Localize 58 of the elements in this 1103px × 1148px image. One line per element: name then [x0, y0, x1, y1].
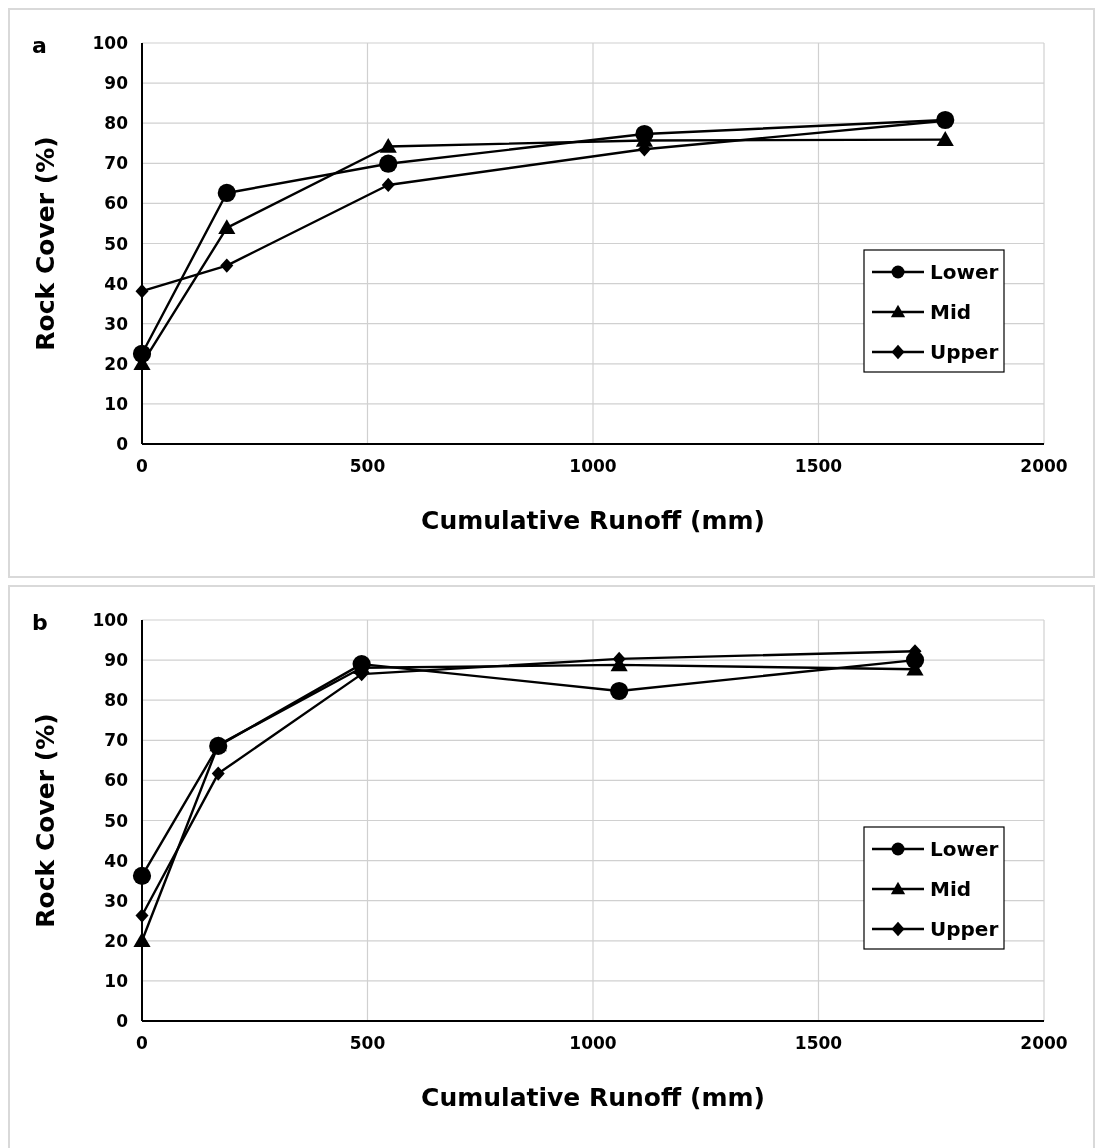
- y-tick-label: 30: [104, 313, 129, 334]
- x-tick-label: 1000: [569, 456, 617, 476]
- point: [220, 258, 234, 273]
- y-tick-label: 100: [92, 33, 129, 53]
- point: [135, 908, 149, 923]
- y-tick-label: 80: [104, 690, 129, 711]
- x-tick-label: 0: [136, 456, 149, 476]
- y-tick-label: 90: [104, 73, 129, 94]
- y-tick-label: 70: [104, 730, 129, 751]
- y-tick-label: 20: [104, 353, 129, 374]
- x-tick-label: 500: [349, 1033, 386, 1053]
- point: [936, 131, 954, 146]
- y-tick-label: 70: [104, 153, 129, 174]
- x-tick-label: 1500: [794, 1033, 843, 1053]
- point: [381, 177, 395, 193]
- point: [211, 766, 225, 781]
- x-tick-label: 2000: [1020, 456, 1068, 476]
- y-tick-label: 10: [104, 393, 129, 414]
- x-axis-title: Cumulative Runoff (mm): [421, 1083, 765, 1112]
- y-tick-label: 10: [104, 970, 129, 991]
- point: [135, 284, 149, 299]
- y-tick-label: 0: [116, 434, 129, 454]
- point: [610, 681, 629, 701]
- y-tick-label: 80: [104, 113, 129, 134]
- y-tick-label: 40: [104, 850, 129, 871]
- point: [379, 137, 397, 153]
- point: [209, 736, 227, 752]
- y-tick-label: 50: [104, 810, 129, 831]
- legend-label: Lower: [930, 260, 999, 284]
- chart-title: b: [32, 610, 48, 635]
- point: [133, 932, 151, 948]
- x-tick-label: 500: [349, 456, 386, 476]
- chart-title: a: [32, 33, 47, 58]
- y-tick-label: 40: [104, 273, 129, 294]
- legend-label: Mid: [930, 300, 972, 324]
- y-axis-title: Rock Cover (%): [31, 136, 60, 351]
- legend-label: Mid: [930, 877, 972, 901]
- y-tick-label: 20: [104, 930, 129, 951]
- x-axis-title: Cumulative Runoff (mm): [421, 506, 765, 535]
- y-tick-label: 90: [104, 650, 129, 671]
- y-tick-label: 60: [104, 770, 129, 791]
- y-tick-label: 30: [104, 890, 129, 911]
- x-tick-label: 2000: [1020, 1033, 1068, 1053]
- point: [379, 154, 398, 173]
- legend-label: Upper: [930, 917, 999, 941]
- point: [217, 183, 236, 203]
- y-tick-label: 0: [116, 1011, 129, 1031]
- point: [218, 219, 236, 235]
- y-tick-label: 60: [104, 193, 129, 214]
- y-axis-title: Rock Cover (%): [31, 713, 60, 928]
- y-tick-label: 50: [104, 233, 129, 254]
- x-tick-label: 0: [136, 1033, 149, 1053]
- point: [132, 866, 152, 885]
- y-tick-label: 100: [92, 610, 129, 630]
- legend-label: Lower: [930, 837, 999, 861]
- legend-label: Upper: [930, 340, 999, 364]
- x-tick-label: 1500: [794, 456, 843, 476]
- x-tick-label: 1000: [569, 1033, 617, 1053]
